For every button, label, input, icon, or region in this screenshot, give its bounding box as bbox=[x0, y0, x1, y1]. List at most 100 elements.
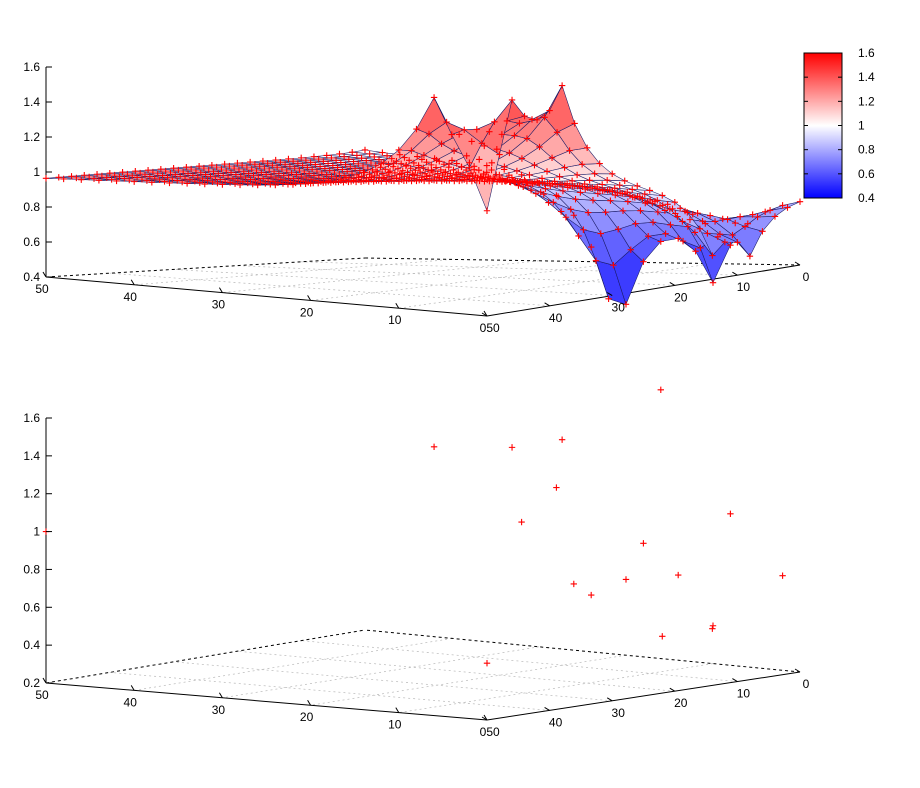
x-tick-label: 0 bbox=[480, 725, 487, 739]
y-tick-label: 50 bbox=[486, 725, 500, 739]
z-tick-label: 0.2 bbox=[23, 676, 40, 690]
surface-point bbox=[279, 180, 287, 187]
surface-point bbox=[435, 174, 443, 181]
surface-point bbox=[406, 174, 413, 181]
surface-point bbox=[226, 162, 233, 170]
surface-point bbox=[207, 173, 214, 180]
surface-point bbox=[272, 174, 280, 181]
surface-point bbox=[591, 170, 598, 177]
x-tick-label: 50 bbox=[35, 688, 49, 702]
grid-line-x bbox=[173, 661, 613, 702]
x-tick-label: 40 bbox=[124, 695, 138, 709]
surface-point bbox=[294, 160, 302, 167]
y-tick-label: 20 bbox=[674, 290, 688, 304]
surface-point bbox=[267, 172, 275, 180]
surface-point bbox=[405, 175, 413, 183]
surface-point bbox=[496, 171, 503, 179]
surface-point bbox=[78, 176, 85, 183]
x-tick-mark bbox=[130, 685, 135, 691]
surface-point bbox=[671, 199, 678, 206]
surface-point bbox=[570, 212, 577, 219]
surface-point bbox=[199, 175, 206, 182]
surface-point bbox=[370, 178, 377, 185]
surface-point bbox=[389, 163, 397, 170]
surface-point bbox=[393, 175, 400, 182]
surface-point bbox=[704, 230, 711, 237]
grid-line-y bbox=[134, 259, 453, 286]
surface-point bbox=[483, 207, 491, 214]
surface-point bbox=[468, 138, 475, 145]
surface-point bbox=[213, 163, 220, 171]
surface-point bbox=[592, 257, 600, 264]
surface-point bbox=[124, 170, 131, 178]
surface-point bbox=[425, 130, 433, 138]
surface-point bbox=[559, 187, 567, 195]
surface-point bbox=[709, 279, 717, 286]
colorbox-tick-label: 1.6 bbox=[858, 46, 875, 60]
axis-frame bbox=[45, 67, 801, 317]
surface-point bbox=[403, 161, 410, 169]
surface-point bbox=[187, 165, 195, 173]
surface-point bbox=[272, 156, 279, 164]
surface-point bbox=[621, 177, 628, 185]
surface-point bbox=[515, 182, 522, 189]
surface-point bbox=[264, 176, 272, 184]
surface-point bbox=[461, 126, 468, 134]
surface-point bbox=[223, 167, 230, 175]
surface-point bbox=[390, 160, 397, 167]
surface-point bbox=[350, 158, 357, 165]
surface-point bbox=[410, 159, 418, 167]
surface-point bbox=[594, 183, 601, 191]
surface-point bbox=[257, 178, 264, 186]
z-tick-label: 0.4 bbox=[23, 638, 40, 652]
surface-point bbox=[324, 160, 332, 167]
surface-point bbox=[249, 180, 256, 188]
surface-point bbox=[111, 171, 118, 179]
surface-point bbox=[236, 181, 244, 189]
surface-point bbox=[624, 188, 631, 196]
surface-point bbox=[607, 197, 614, 204]
surface-point bbox=[401, 172, 408, 180]
surface-point bbox=[657, 238, 664, 245]
surface-point bbox=[315, 173, 323, 181]
surface-point bbox=[450, 166, 457, 174]
y-tick-label: 30 bbox=[612, 301, 626, 315]
surface-point bbox=[667, 221, 674, 229]
surface-point bbox=[654, 197, 661, 204]
surface-point bbox=[491, 176, 498, 183]
surface-point bbox=[428, 161, 435, 169]
surface-point bbox=[345, 173, 353, 181]
front-left-edge bbox=[45, 682, 488, 721]
surface-point bbox=[217, 176, 224, 183]
x-tick-mark bbox=[218, 692, 223, 699]
colorbox: 0.4 0.6 0.8 1 1.2 1.4 1.6 bbox=[803, 46, 875, 205]
surface-point bbox=[533, 178, 541, 185]
surface-point bbox=[410, 171, 418, 179]
y-tick-label: 10 bbox=[737, 280, 751, 294]
surface-point bbox=[589, 184, 596, 192]
surface-point bbox=[478, 174, 485, 181]
surface-point bbox=[329, 162, 337, 169]
surface-point bbox=[603, 177, 611, 184]
surface-point bbox=[520, 183, 527, 190]
surface-point bbox=[409, 170, 416, 178]
grid-line-x bbox=[173, 269, 613, 296]
surface-point bbox=[364, 164, 371, 172]
grid-line-y bbox=[398, 663, 714, 713]
surface-point bbox=[729, 231, 736, 239]
scatter-point bbox=[588, 591, 595, 599]
surface-point bbox=[204, 177, 211, 184]
surface-point bbox=[616, 181, 623, 189]
surface-point bbox=[679, 237, 687, 245]
surface-point bbox=[119, 169, 126, 176]
axis-ticks: 0.20.40.60.811.21.41.6010203040500102030… bbox=[23, 411, 809, 739]
grid-line-x bbox=[301, 261, 738, 276]
surface-point bbox=[336, 150, 343, 158]
surface-point bbox=[550, 199, 557, 206]
surface-point bbox=[622, 301, 630, 308]
surface-point bbox=[215, 170, 222, 177]
z-tick-label: 1.6 bbox=[23, 411, 40, 425]
surface-point bbox=[385, 161, 392, 168]
surface-point bbox=[664, 201, 671, 208]
z-tick-label: 0.6 bbox=[23, 600, 40, 614]
